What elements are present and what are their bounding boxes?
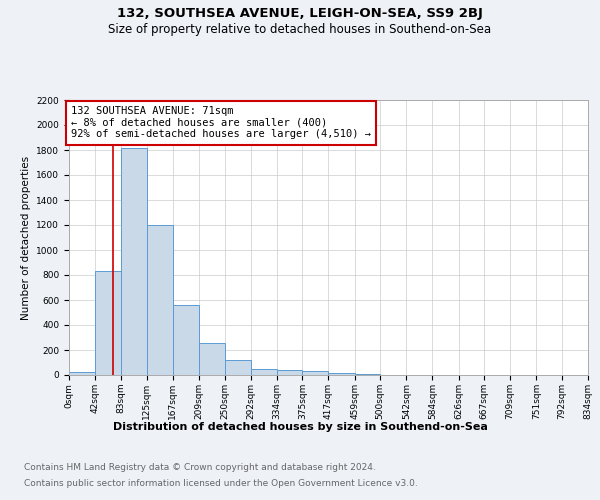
Bar bbox=[173, 305, 199, 375]
Bar bbox=[251, 369, 277, 375]
Bar bbox=[199, 343, 224, 375]
Text: Contains public sector information licensed under the Open Government Licence v3: Contains public sector information licen… bbox=[24, 478, 418, 488]
Bar bbox=[69, 372, 95, 375]
Text: Distribution of detached houses by size in Southend-on-Sea: Distribution of detached houses by size … bbox=[113, 422, 487, 432]
Y-axis label: Number of detached properties: Number of detached properties bbox=[21, 156, 31, 320]
Text: Size of property relative to detached houses in Southend-on-Sea: Size of property relative to detached ho… bbox=[109, 22, 491, 36]
Text: Contains HM Land Registry data © Crown copyright and database right 2024.: Contains HM Land Registry data © Crown c… bbox=[24, 464, 376, 472]
Bar bbox=[302, 371, 329, 375]
Text: 132 SOUTHSEA AVENUE: 71sqm
← 8% of detached houses are smaller (400)
92% of semi: 132 SOUTHSEA AVENUE: 71sqm ← 8% of detac… bbox=[71, 106, 371, 140]
Bar bbox=[121, 148, 147, 375]
Bar bbox=[329, 372, 355, 375]
Bar bbox=[95, 271, 121, 375]
Bar bbox=[277, 370, 302, 375]
Bar bbox=[147, 225, 173, 375]
Bar bbox=[224, 360, 251, 375]
Bar bbox=[355, 374, 380, 375]
Text: 132, SOUTHSEA AVENUE, LEIGH-ON-SEA, SS9 2BJ: 132, SOUTHSEA AVENUE, LEIGH-ON-SEA, SS9 … bbox=[117, 8, 483, 20]
